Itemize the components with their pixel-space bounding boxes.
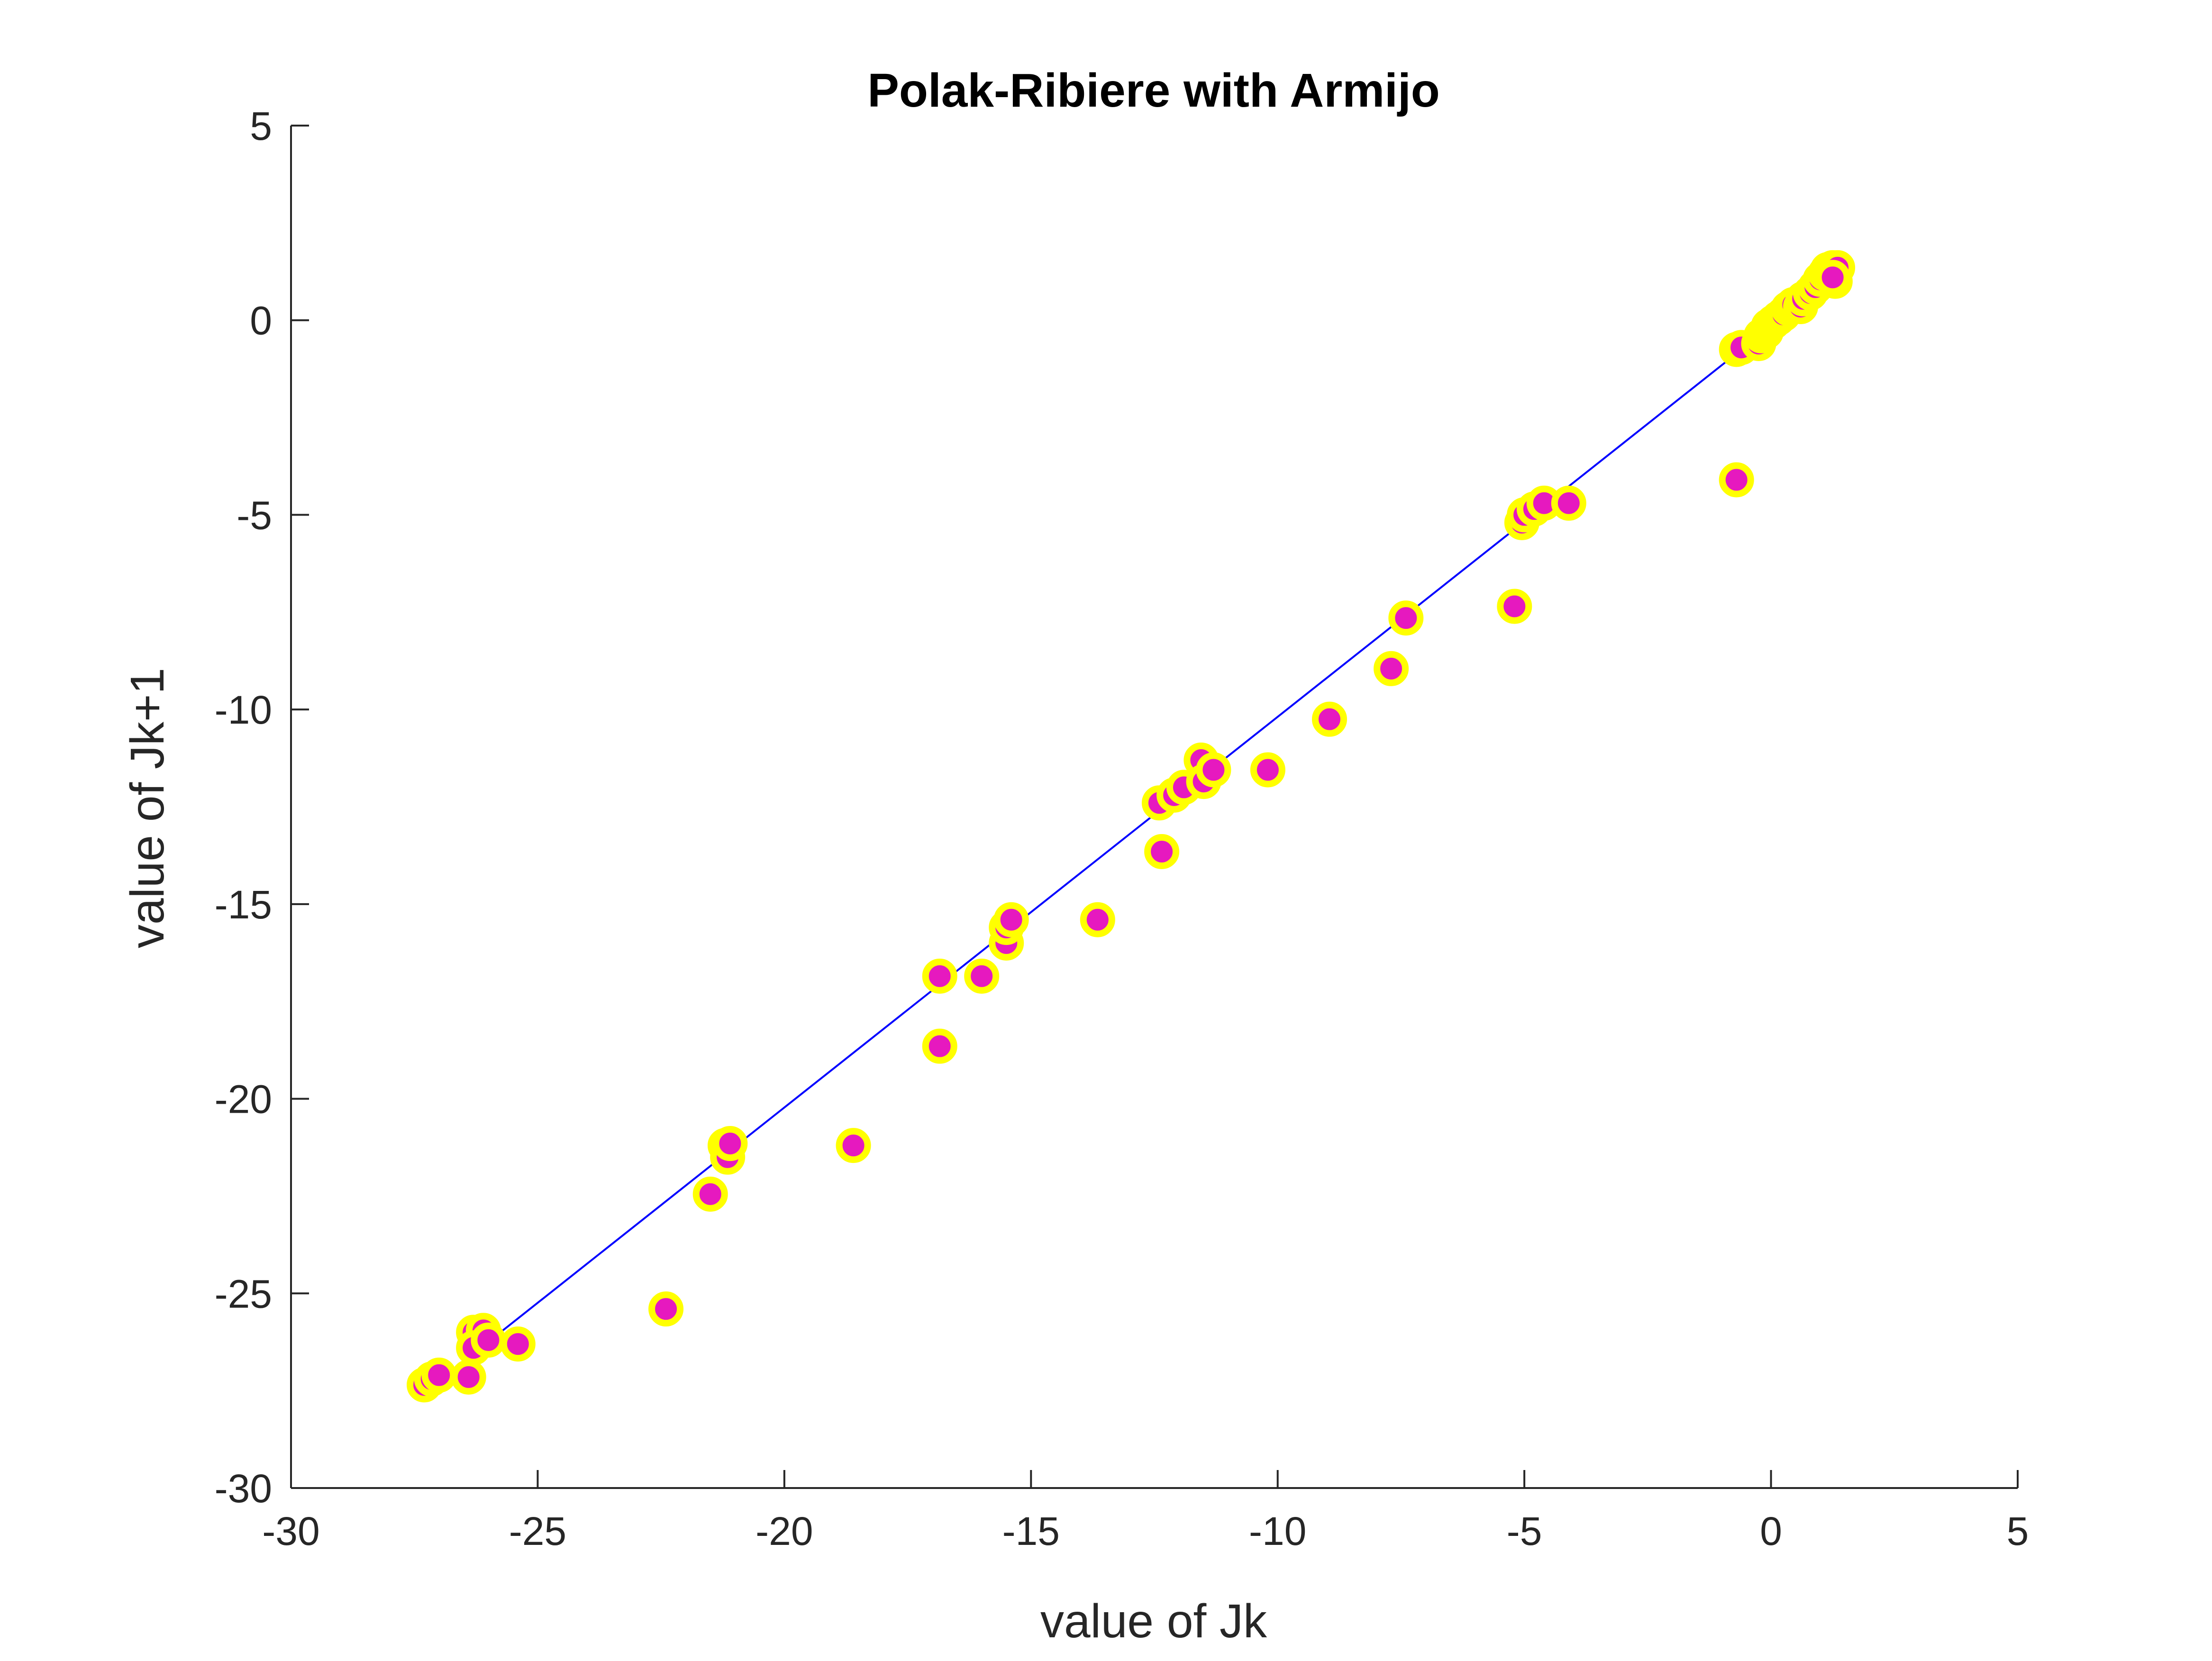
y-tick-label: 5 [250,104,272,148]
x-tick-label: -20 [756,1509,813,1553]
y-tick-label: 0 [250,299,272,343]
y-tick-label: -15 [215,882,272,927]
scatter-point [964,958,1000,994]
axes: -30 -25 -20 -15 -10 -5 0 5 -30 -25 -20 -15 -10 -5 0 5 [215,104,2029,1553]
scatter-point [1080,902,1115,937]
reference-line [428,296,1809,1390]
x-tick-label: -15 [1002,1509,1060,1553]
x-tick-label: -5 [1507,1509,1542,1553]
scatter-point [993,902,1029,937]
scatter-point [692,1176,728,1212]
scatter-point [1388,600,1424,636]
scatter-point [421,1357,457,1393]
x-tick-label: 5 [2007,1509,2029,1553]
scatter-point [500,1326,536,1362]
scatter-point [1196,752,1231,788]
scatter-points-group [407,250,1856,1403]
y-tick-label: -20 [215,1077,272,1122]
scatter-point [1551,485,1586,521]
scatter-point [1497,589,1532,624]
x-tick-label: 0 [1760,1509,1782,1553]
scatter-point [471,1322,506,1358]
y-tick-label: -5 [237,493,272,537]
scatter-point [1374,651,1409,686]
chart-title: Polak-Ribiere with Armijo [867,64,1440,117]
scatter-point [922,1028,957,1064]
x-tick-label: -10 [1249,1509,1306,1553]
scatter-point [836,1128,871,1163]
scatter-point [1815,260,1850,295]
x-axis-label: value of Jk [1040,1595,1267,1648]
y-axis-label: value of Jk+1 [121,668,174,948]
y-tick-label: -25 [215,1271,272,1316]
reference-line-group [428,296,1809,1390]
x-tick-label: -25 [509,1509,566,1553]
scatter-point [1312,701,1347,737]
y-tick-label: -30 [215,1466,272,1511]
y-tick-label: -10 [215,688,272,732]
scatter-point [712,1126,748,1162]
scatter-point [1250,752,1285,788]
scatter-point [922,958,957,994]
scatter-point [451,1359,486,1395]
scatter-point [1719,462,1754,498]
x-tick-label: -30 [262,1509,319,1553]
scatter-point [1144,834,1180,869]
scatter-point [648,1291,684,1327]
